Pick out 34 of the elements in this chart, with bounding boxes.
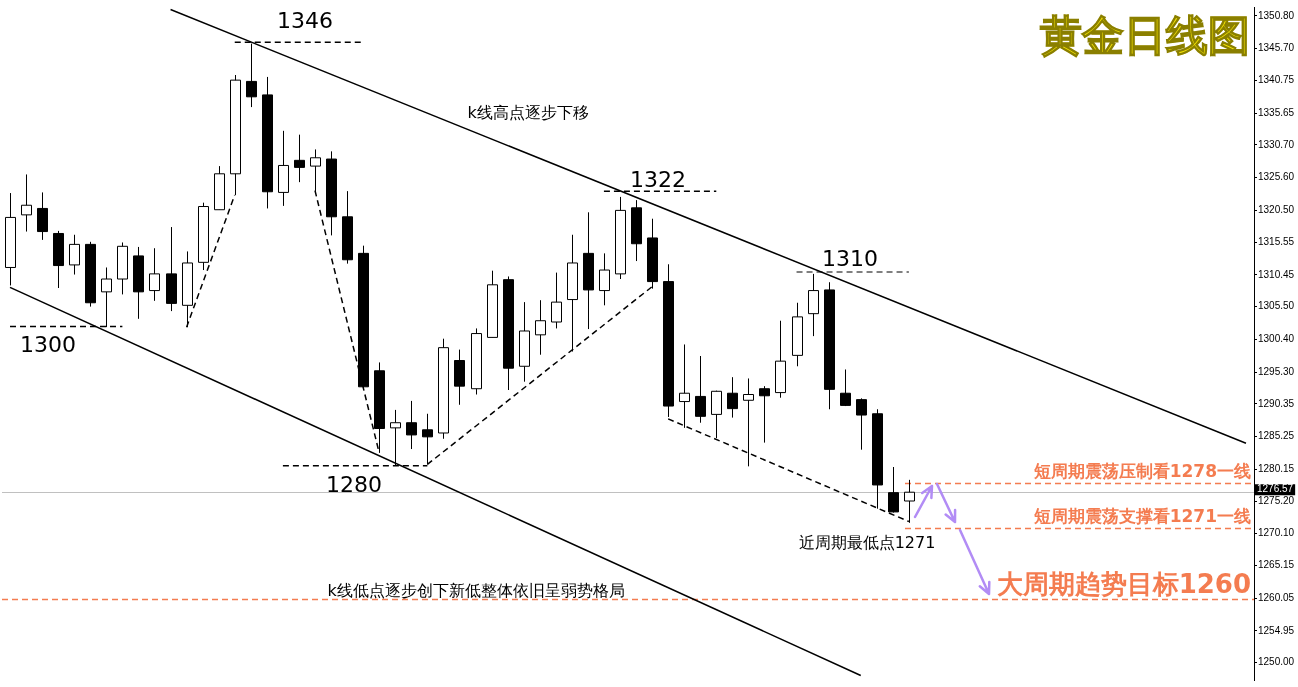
annotation: 近周期最低点1271 xyxy=(798,533,936,552)
y-tick-label: 1300.40 xyxy=(1258,333,1295,345)
y-tick-label: 1350.80 xyxy=(1258,9,1295,21)
y-tick-label: 1315.55 xyxy=(1258,235,1295,247)
y-tick-label: 1260.05 xyxy=(1258,591,1295,603)
annotation: 1346 xyxy=(277,8,333,33)
ref-line-label: 短周期震荡支撑看1271一线 xyxy=(1032,505,1251,526)
annotation: 1322 xyxy=(630,167,686,192)
annotation: k线低点逐步创下新低整体依旧呈弱势格局 xyxy=(327,581,625,600)
annotation: k线高点逐步下移 xyxy=(467,103,589,122)
y-tick-label: 1325.60 xyxy=(1258,171,1295,183)
annotation: 1310 xyxy=(822,246,878,271)
y-tick-label: 1345.70 xyxy=(1258,42,1295,54)
ref-line-label: 1276.57 xyxy=(1257,483,1294,495)
y-tick-label: 1305.50 xyxy=(1258,300,1295,312)
y-tick-label: 1275.20 xyxy=(1258,494,1295,506)
y-tick-label: 1335.65 xyxy=(1258,106,1295,118)
y-tick-label: 1340.75 xyxy=(1258,74,1295,86)
y-tick-label: 1265.15 xyxy=(1258,559,1295,571)
y-tick-label: 1290.35 xyxy=(1258,397,1295,409)
y-tick-label: 1285.25 xyxy=(1258,430,1295,442)
y-tick-label: 1295.30 xyxy=(1258,365,1295,377)
y-tick-label: 1310.45 xyxy=(1258,268,1295,280)
y-tick-label: 1330.70 xyxy=(1258,138,1295,150)
chart-title: 黄金日线图 xyxy=(1040,11,1250,60)
y-tick-label: 1280.15 xyxy=(1258,463,1295,474)
y-tick-label: 1250.00 xyxy=(1258,656,1295,668)
ref-line-label: 短周期震荡压制看1278一线 xyxy=(1032,461,1251,482)
ref-line-label: 大周期趋势目标1260 xyxy=(996,568,1251,599)
y-tick-label: 1320.50 xyxy=(1258,204,1295,216)
y-tick-label: 1254.95 xyxy=(1258,624,1295,636)
annotation: 1280 xyxy=(326,472,382,497)
y-tick-label: 1270.10 xyxy=(1258,527,1295,539)
annotation: 1300 xyxy=(20,332,76,357)
